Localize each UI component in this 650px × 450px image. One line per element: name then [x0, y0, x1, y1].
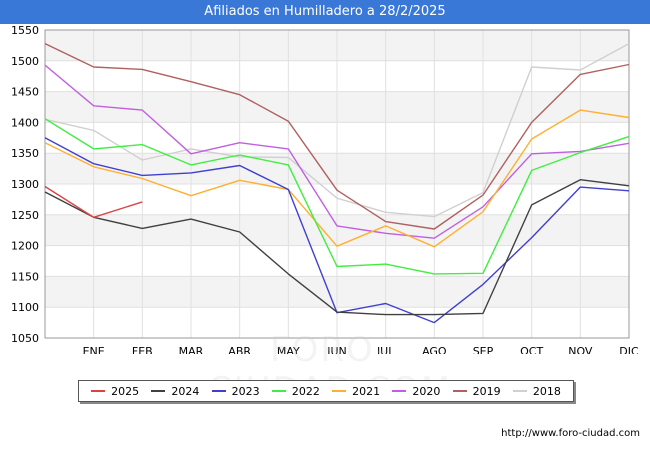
- plot-frame: [44, 29, 630, 339]
- y-tick-label: 1350: [11, 147, 39, 160]
- x-tick-label: JUN: [326, 345, 347, 354]
- legend-label: 2023: [231, 384, 260, 398]
- y-tick-label: 1150: [11, 270, 39, 283]
- legend-label: 2019: [472, 384, 501, 398]
- legend-swatch: [332, 390, 347, 392]
- series-line-2022: [44, 118, 630, 275]
- x-tick-label: DIC: [619, 345, 639, 354]
- x-tick-label: SEP: [473, 345, 494, 354]
- y-tick-label: 1550: [11, 24, 39, 37]
- legend-item-2022: 2022: [271, 384, 320, 398]
- y-tick-label: 1450: [11, 86, 39, 99]
- legend-item-2024: 2024: [151, 385, 199, 398]
- x-tick-label: NOV: [568, 345, 593, 354]
- series-line-2020: [44, 64, 630, 239]
- series-line-2021: [44, 109, 630, 248]
- x-tick-label: MAR: [179, 345, 204, 354]
- legend-swatch: [91, 390, 106, 392]
- y-tick-label: 1400: [11, 116, 39, 129]
- legend-swatch: [512, 390, 527, 392]
- y-tick-label: 1500: [11, 55, 39, 68]
- y-tick-label: 1300: [11, 178, 39, 191]
- legend-label: 2022: [291, 384, 320, 398]
- legend-item-2021: 2021: [332, 385, 380, 398]
- x-tick-label: ABR: [228, 345, 251, 354]
- y-tick-label: 1250: [11, 209, 39, 222]
- series-line-2025: [44, 185, 143, 219]
- x-tick-label: OCT: [520, 345, 543, 354]
- legend-item-2025: 2025: [91, 385, 139, 398]
- legend-label: 2020: [412, 384, 441, 398]
- series-line-2019: [44, 42, 630, 230]
- legend-swatch: [392, 390, 407, 392]
- x-tick-label: FEB: [132, 345, 153, 354]
- x-tick-label: ENE: [83, 345, 105, 354]
- x-tick-label: AGO: [422, 345, 447, 354]
- legend-item-2020: 2020: [392, 385, 440, 398]
- line-chart: 1050 1100 1150 1200 1250 1300 1350 1400 1450 1500…: [11, 24, 639, 354]
- legend-label: 2021: [352, 384, 381, 398]
- chart-legend: 2025 2024 2023 2022 2021 2020 2019 2018: [78, 380, 574, 402]
- y-tick-label: 1200: [11, 240, 39, 253]
- source-url: http://www.foro-ciudad.com: [501, 428, 640, 439]
- legend-swatch: [271, 390, 286, 392]
- series-line-2018: [44, 42, 630, 218]
- legend-swatch: [151, 390, 166, 392]
- x-tick-label: JUL: [376, 345, 395, 354]
- legend-label: 2025: [111, 384, 140, 398]
- legend-item-2019: 2019: [452, 384, 501, 398]
- legend-label: 2018: [532, 384, 561, 398]
- chart-title: Afiliados en Humilladero a 28/2/2025: [0, 0, 650, 24]
- x-tick-label: MAY: [277, 345, 300, 354]
- legend-swatch: [211, 390, 226, 392]
- y-tick-label: 1100: [11, 301, 39, 314]
- series-line-2024: [44, 178, 630, 316]
- legend-item-2018: 2018: [512, 384, 561, 398]
- legend-item-2023: 2023: [211, 384, 260, 398]
- legend-label: 2024: [171, 384, 200, 398]
- y-tick-label: 1050: [11, 332, 39, 345]
- legend-swatch: [452, 390, 467, 392]
